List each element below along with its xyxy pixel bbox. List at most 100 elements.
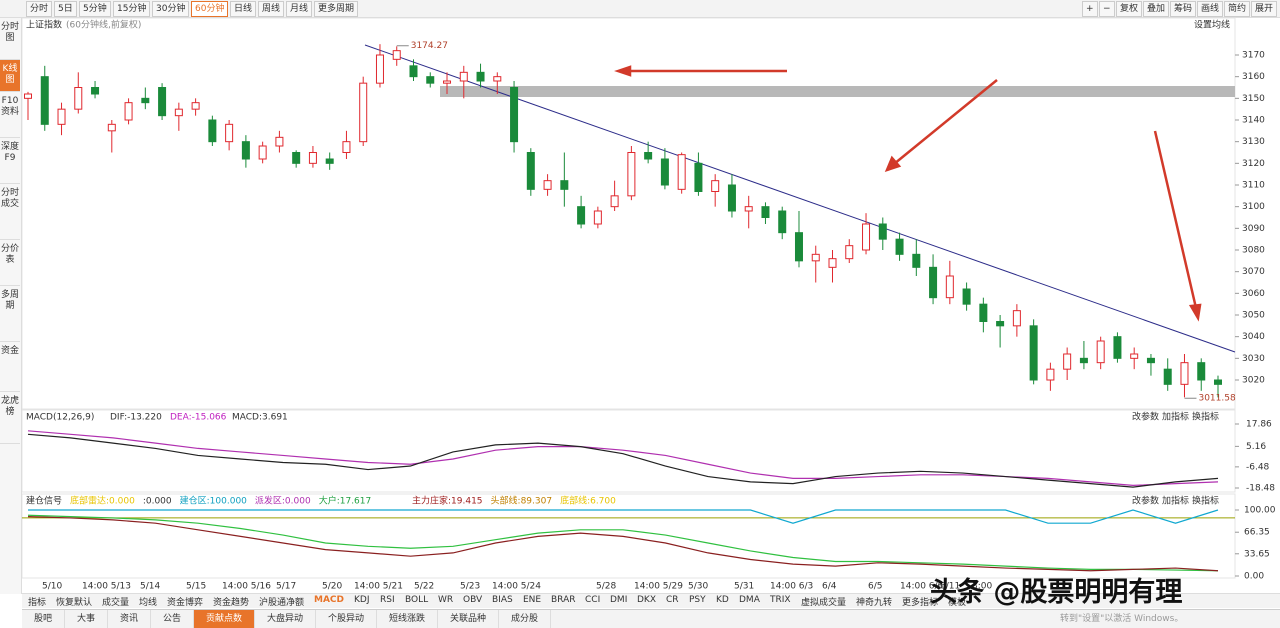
tool-button[interactable]: 复权 [1116,1,1143,17]
bottom-tab[interactable]: 关联品种 [438,610,500,628]
chart-subtitle: (60分钟线,前复权) [66,19,141,31]
dea-line [27,430,1219,486]
sidebar-item[interactable]: 分价表 [0,240,20,286]
y-tick-label: 17.86 [1246,420,1272,430]
period-button[interactable]: 周线 [258,1,285,17]
bottom-tab[interactable]: 股吧 [22,610,66,628]
candle-body [794,232,803,262]
period-button[interactable]: 更多周期 [314,1,359,17]
indicator-tab[interactable]: PSY [689,595,706,605]
indicator-tab[interactable]: BRAR [551,595,576,605]
bottom-tab[interactable]: 资讯 [108,610,152,628]
macd-label: DIF:-13.220 [110,413,162,423]
indicator-tab[interactable]: DKX [637,595,656,605]
tool-button[interactable]: 展开 [1251,1,1278,17]
indicator-tab[interactable]: 虚拟成交量 [801,598,847,608]
tool-button[interactable]: 简约 [1224,1,1251,17]
panel-tool[interactable]: 加指标 [1162,411,1189,423]
bottom-tab[interactable]: 贡献点数 [194,610,256,628]
indicator-tab[interactable]: TRIX [770,595,791,605]
tool-button[interactable]: + [1082,1,1098,17]
candle-body [1046,368,1055,381]
indicator-tab[interactable]: KD [716,595,729,605]
y-tick-label: 3070 [1242,267,1265,277]
sidebar-item[interactable]: 多周期 [0,286,20,342]
panel-tool[interactable]: 改参数 [1132,411,1159,423]
indicator-tab[interactable]: CCI [585,595,601,605]
tool-button[interactable]: 叠加 [1143,1,1170,17]
period-button[interactable]: 5分钟 [79,1,111,17]
indicator-tab[interactable]: 神奇九转 [856,598,893,608]
sidebar-item[interactable]: 资金 [0,342,20,392]
green-line [27,514,1219,572]
indicator-tab[interactable]: RSI [380,595,395,605]
x-tick-label: 6/11 [940,582,960,592]
candle-body [560,180,569,190]
y-tick-label: 3150 [1242,94,1265,104]
indicator-tab[interactable]: MACD [314,595,344,605]
indicator-tab[interactable]: 均线 [139,598,158,608]
arrows [614,65,1202,322]
panel-tool[interactable]: 加指标 [1162,495,1189,507]
candle-body [91,87,100,95]
x-tick-label: 5/31 [734,582,754,592]
indicator-tab[interactable]: 指标 [28,598,47,608]
period-button[interactable]: 分时 [26,1,53,17]
indicator-tab[interactable]: WR [438,595,454,605]
period-button[interactable]: 30分钟 [152,1,190,17]
indicator-tab[interactable]: DMI [610,595,628,605]
indicator-tab[interactable]: 资金博弈 [167,598,204,608]
sidebar-item[interactable]: 分时图 [0,18,20,60]
bottom-tab[interactable]: 成分股 [499,610,552,628]
bottom-tab[interactable]: 个股异动 [316,610,378,628]
period-button[interactable]: 5日 [54,1,77,17]
panel-tool[interactable]: 换指标 [1192,495,1219,507]
candle-body [57,108,66,125]
chart: 上证指数 (60分钟线,前复权) 设置均线 3170 3160 3150 3140 31… [22,18,1276,592]
indicator-tab[interactable]: BIAS [492,595,513,605]
candle-body [945,275,954,299]
x-tick-label: 14:00 5/16 [222,582,271,592]
bottom-tab[interactable]: 大盘异动 [255,610,317,628]
sidebar-item[interactable]: 深度F9 [0,138,20,184]
indicator-tab[interactable]: 更多指标 [902,598,939,608]
indicator-tab[interactable]: BOLL [405,595,429,605]
indicator-tab[interactable]: KDJ [354,595,370,605]
candle-body [845,245,854,260]
indicator-tab[interactable]: 模板 [948,598,967,608]
bottom-tab[interactable]: 大事 [65,610,109,628]
period-button[interactable]: 月线 [286,1,313,17]
bottom-tab[interactable]: 短线涨跌 [377,610,439,628]
panel-tool[interactable]: 换指标 [1192,411,1219,423]
indicator-tab[interactable]: 成交量 [102,598,130,608]
sidebar-item[interactable]: K线图 [0,60,20,92]
panel-tool[interactable]: 改参数 [1132,495,1159,507]
signal-label: 建仓区:100.000 [180,495,248,507]
indicator-tab[interactable]: 恢复默认 [56,598,93,608]
sidebar-item[interactable]: 龙虎榜 [0,392,20,444]
tool-button[interactable]: − [1099,1,1115,17]
indicator-tab[interactable]: 资金趋势 [213,598,250,608]
y-tick-label: -6.48 [1246,462,1270,472]
tool-button[interactable]: 画线 [1197,1,1224,17]
period-button[interactable]: 15分钟 [113,1,151,17]
sidebar-item[interactable]: F10资料 [0,92,20,138]
sidebar-item[interactable]: 分时成交 [0,184,20,240]
bottom-tab[interactable]: 公告 [151,610,195,628]
indicator-tab[interactable]: ENE [523,595,542,605]
candle-body [677,154,686,190]
period-button[interactable]: 日线 [230,1,257,17]
candle-body [342,141,351,153]
indicator-tab[interactable]: CR [666,595,679,605]
x-tick-label: 14:00 5/13 [82,582,131,592]
ma-setting[interactable]: 设置均线 [1194,19,1230,31]
candle-body [962,288,971,305]
x-tick-label: 6/4 [822,582,837,592]
indicator-tab[interactable]: 沪股通净额 [259,598,305,608]
candle-body [526,152,535,190]
y-tick-label: 3140 [1242,116,1265,126]
period-button[interactable]: 60分钟 [191,1,229,17]
tool-button[interactable]: 筹码 [1170,1,1197,17]
indicator-tab[interactable]: DMA [739,595,760,605]
indicator-tab[interactable]: OBV [463,595,483,605]
